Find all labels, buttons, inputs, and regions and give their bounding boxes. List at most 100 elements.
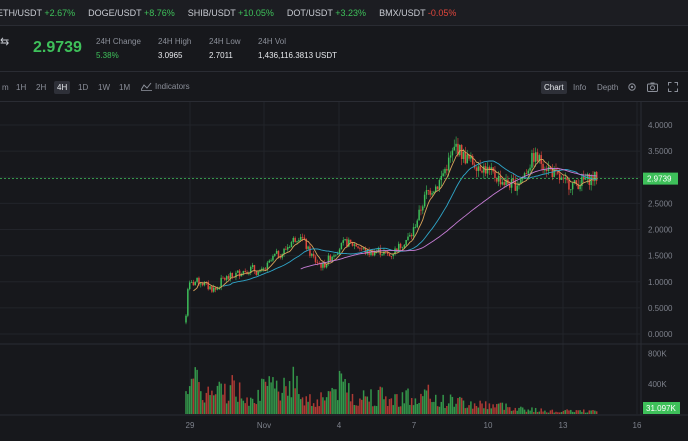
- ticker-change: +3.23%: [335, 7, 367, 18]
- volume-bar: [294, 388, 296, 414]
- price-chart[interactable]: 4.00003.50003.00002.50002.00001.50001.00…: [0, 102, 688, 441]
- volume-bar: [301, 397, 304, 414]
- volume-bar: [207, 386, 209, 414]
- candle-body: [427, 190, 430, 191]
- view-depth-tab[interactable]: Depth: [597, 83, 619, 92]
- candle-body: [237, 270, 239, 273]
- volume-bar: [414, 398, 417, 414]
- candle-body: [505, 179, 507, 185]
- volume-bar: [373, 405, 376, 414]
- volume-bar: [449, 394, 452, 414]
- volume-bar: [336, 400, 339, 414]
- ticker-item[interactable]: DOT/USDT +3.23%: [287, 8, 366, 18]
- current-price-label: 2.9739: [647, 175, 672, 184]
- volume-bar: [488, 403, 491, 414]
- timeframe-minute[interactable]: m: [2, 83, 9, 92]
- volume-bar: [447, 403, 450, 414]
- volume-bar: [344, 378, 346, 414]
- volume-bar: [272, 377, 274, 414]
- candle-body: [292, 237, 295, 243]
- volume-bar: [324, 400, 326, 414]
- candle-body: [420, 209, 422, 211]
- candle-body: [373, 251, 376, 256]
- ticker-item[interactable]: DOGE/USDT +8.76%: [88, 8, 175, 18]
- volume-bar: [329, 391, 332, 414]
- timeframe-1m[interactable]: 1M: [119, 83, 131, 92]
- ticker-item[interactable]: SHIB/USDT +10.05%: [188, 8, 274, 18]
- ticker-item[interactable]: BMX/USDT -0.05%: [379, 8, 456, 18]
- stat-value: 1,436,116.3813 USDT: [258, 51, 338, 60]
- candle-body: [349, 239, 352, 243]
- candle-body: [275, 250, 278, 254]
- timeframe-1d[interactable]: 1D: [78, 83, 89, 92]
- volume-bar: [546, 412, 548, 414]
- candle-body: [431, 193, 433, 195]
- volume-bar: [346, 392, 348, 414]
- candle-body: [481, 170, 483, 173]
- candle-body: [533, 153, 535, 162]
- volume-bar: [555, 411, 557, 414]
- camera-icon[interactable]: [647, 82, 658, 92]
- volume-bar: [481, 403, 483, 414]
- candle-body: [307, 246, 309, 249]
- candle-body: [460, 144, 463, 160]
- candle-body: [381, 254, 383, 256]
- volume-bar: [477, 407, 480, 414]
- candle-body: [250, 266, 252, 273]
- volume-bar: [403, 403, 406, 414]
- volume-bar: [192, 378, 195, 414]
- volume-bar: [370, 389, 372, 414]
- candle-body: [357, 246, 359, 248]
- candle-body: [386, 251, 389, 254]
- candle-body: [509, 184, 511, 188]
- candle-body: [536, 152, 539, 162]
- candle-body: [274, 253, 276, 256]
- view-info-tab[interactable]: Info: [573, 83, 587, 92]
- timeframe-2h[interactable]: 2H: [36, 83, 47, 92]
- volume-bar: [262, 379, 265, 414]
- volume-bar: [279, 400, 282, 414]
- fullscreen-icon[interactable]: [668, 82, 678, 92]
- volume-bar: [509, 407, 511, 414]
- timeframe-1w[interactable]: 1W: [98, 83, 110, 92]
- stat-label: 24H Low: [209, 37, 241, 46]
- volume-bar: [190, 378, 193, 414]
- candle-body: [262, 268, 265, 270]
- ticker-item[interactable]: ETH/USDT +2.67%: [0, 8, 75, 18]
- volume-bar: [392, 405, 394, 414]
- candle-body: [562, 177, 565, 179]
- candle-body: [590, 176, 592, 185]
- candle-body: [338, 249, 341, 254]
- candle-body: [224, 277, 226, 280]
- volume-bar: [257, 389, 259, 414]
- indicators-button[interactable]: Indicators: [141, 82, 190, 91]
- current-volume-label: 31.097K: [646, 404, 676, 413]
- volume-bar: [314, 406, 317, 414]
- candle-body: [298, 239, 300, 242]
- candle-body: [501, 182, 504, 185]
- ticker-bar: ETH/USDT +2.67% DOGE/USDT +8.76% SHIB/USDT…: [0, 0, 688, 26]
- candle-body: [503, 182, 505, 185]
- candle-body: [440, 175, 443, 181]
- volume-bar: [325, 397, 328, 414]
- candle-body: [442, 173, 444, 176]
- timeframe-1h[interactable]: 1H: [16, 83, 27, 92]
- volume-bar: [464, 408, 467, 414]
- candle-body: [322, 262, 324, 268]
- settings-icon[interactable]: [627, 82, 637, 92]
- volume-bar: [248, 405, 250, 414]
- swap-icon[interactable]: ⇆: [0, 36, 10, 48]
- candle-body: [342, 240, 344, 243]
- timeframe-4h[interactable]: 4H: [54, 81, 71, 94]
- volume-bar: [355, 405, 357, 414]
- candle-body: [253, 265, 256, 272]
- ticker-symbol: DOT/USDT: [286, 7, 333, 18]
- view-chart-tab[interactable]: Chart: [541, 81, 567, 94]
- volume-bar: [475, 405, 478, 414]
- volume-bar: [214, 394, 217, 414]
- candle-body: [305, 238, 307, 249]
- candle-body: [314, 256, 317, 263]
- candle-body: [584, 178, 587, 180]
- candle-body: [320, 263, 322, 268]
- candle-body: [399, 243, 402, 248]
